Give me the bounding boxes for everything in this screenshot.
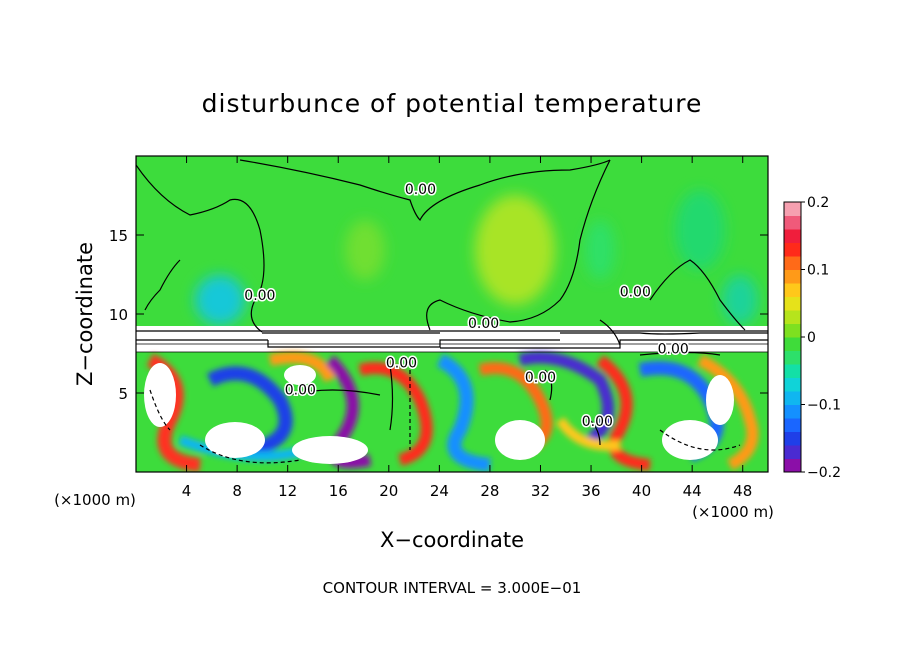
x-axis-label: X−coordinate	[380, 528, 524, 552]
x-tick-label: 36	[581, 482, 600, 500]
contour-labels: 0.00 0.00 0.00 0.00 0.00 0.00 0.00 0.00 0.00	[243, 180, 690, 431]
colorbar-swatch	[784, 310, 801, 324]
colorbar-swatch	[784, 404, 801, 419]
saturated-patch	[205, 422, 265, 458]
contour-label: 0.00	[468, 316, 499, 332]
colorbar: 0.2 0.1 0 −0.1 −0.2	[783, 195, 841, 481]
x-tick-label: 8	[232, 482, 242, 500]
x-tick-label: 28	[480, 482, 499, 500]
cool-blob	[722, 275, 758, 325]
x-tick-label: 12	[278, 482, 297, 500]
swirl	[697, 354, 759, 471]
swirl	[555, 417, 621, 451]
saturated-patch	[706, 375, 734, 425]
swirl	[358, 362, 433, 466]
colorbar-swatch	[784, 202, 801, 216]
x-tick-label: 24	[430, 482, 449, 500]
colorbar-swatch	[784, 364, 801, 378]
contour-label: 0.00	[285, 383, 316, 399]
x-unit-right: (×1000 m)	[692, 503, 774, 521]
colorbar-swatch	[784, 269, 801, 284]
colorbar-tick-label: 0.1	[807, 263, 829, 279]
colorbar-swatch	[784, 283, 801, 297]
upper-layer	[136, 156, 768, 352]
warm-blob	[345, 220, 385, 280]
colorbar-swatch	[784, 242, 801, 257]
colorbar-swatch	[784, 296, 801, 311]
saturated-patch	[662, 420, 718, 460]
contour-label: 0.00	[405, 182, 436, 198]
colorbar-tick-label: 0.2	[807, 195, 829, 211]
cool-blob	[585, 220, 615, 280]
heatmap-field	[136, 156, 768, 472]
colorbar-swatch	[784, 323, 801, 338]
swirl	[206, 366, 293, 457]
swirl	[436, 353, 491, 472]
colorbar-swatch	[784, 391, 801, 405]
x-tick-label: 40	[632, 482, 651, 500]
y-axis-label: Z−coordinate	[73, 242, 97, 386]
colorbar-swatch	[784, 431, 801, 446]
y-tick-label: 5	[118, 385, 128, 403]
contour-interval-footer: CONTOUR INTERVAL = 3.000E−01	[323, 579, 582, 597]
contour-lines	[136, 156, 768, 464]
colorbar-swatch	[784, 215, 801, 230]
contour-label: 0.00	[386, 356, 417, 372]
x-tick-label: 48	[733, 482, 752, 500]
y-tick-label: 10	[109, 306, 128, 324]
chart-title: disturbunce of potential temperature	[202, 89, 703, 118]
x-tick-label: 20	[379, 482, 398, 500]
contour-label: 0.00	[525, 370, 556, 386]
swirl	[518, 351, 614, 445]
y-tick-label: 15	[109, 227, 128, 245]
colorbar-tick-label: 0	[807, 330, 816, 346]
contour-label: 0.00	[658, 342, 689, 358]
colorbar-swatch	[784, 377, 801, 392]
y-axis: 5 10 15	[109, 227, 768, 403]
colorbar-swatch	[784, 229, 801, 243]
x-axis: 4 8 12 16 20 24 28 32 36 40 44 48	[182, 156, 752, 500]
x-tick-label: 4	[182, 482, 192, 500]
swirl	[268, 351, 336, 383]
colorbar-swatch	[784, 337, 801, 351]
saturated-patch	[284, 365, 316, 385]
colorbar-swatch	[784, 458, 801, 473]
contour-label: 0.00	[620, 285, 651, 301]
x-tick-label: 16	[329, 482, 348, 500]
cool-blob	[195, 275, 245, 325]
saturated-patch	[144, 363, 176, 427]
saturated-patch	[495, 420, 545, 460]
colorbar-swatch	[784, 445, 801, 459]
colorbar-tick-label: −0.1	[807, 398, 841, 414]
swirl	[596, 355, 651, 471]
x-tick-label: 44	[683, 482, 702, 500]
x-unit-left: (×1000 m)	[54, 491, 136, 509]
colorbar-swatch	[784, 350, 801, 365]
warm-blob	[475, 195, 555, 305]
colorbar-swatch	[784, 256, 801, 270]
contour-label: 0.00	[244, 288, 275, 304]
x-tick-label: 32	[531, 482, 550, 500]
cool-blob	[675, 190, 725, 270]
colorbar-swatch	[784, 418, 801, 432]
saturated-patch	[292, 436, 368, 464]
colorbar-tick-label: −0.2	[807, 465, 841, 481]
contour-label: 0.00	[582, 414, 613, 430]
